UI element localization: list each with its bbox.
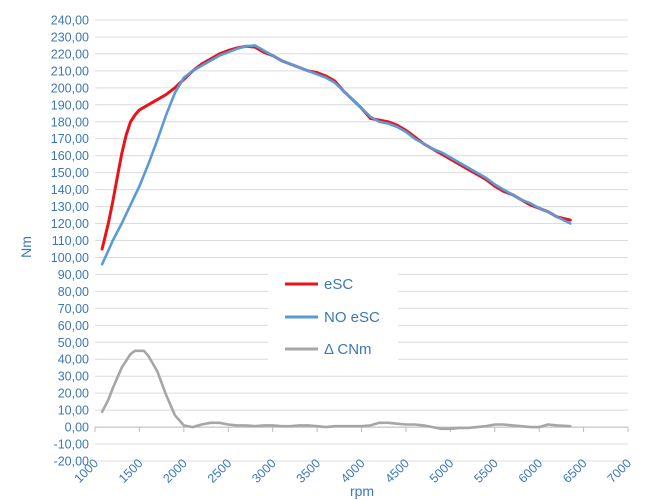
y-tick-label: 170,00 [51,132,89,146]
y-tick-label: 100,00 [51,251,89,265]
y-tick-label: 190,00 [51,98,89,112]
legend-label-delta-cnm: Δ CNm [324,341,372,358]
y-tick-label: 80,00 [58,285,89,299]
y-tick-label: -10,00 [54,438,89,452]
y-tick-label: 150,00 [51,166,89,180]
y-tick-labels: -20,00 -10,00 0,00 10,00 20,00 30,00 40,00 50,0… [51,14,89,469]
y-tick-label: 30,00 [58,370,89,384]
legend-label-no-esc: NO eSC [324,309,380,326]
y-tick-label: 220,00 [51,47,89,61]
axes [94,426,629,433]
y-tick-label: 120,00 [51,217,89,231]
gridlines [95,19,628,462]
y-tick-label: 140,00 [51,183,89,197]
y-tick-label: 160,00 [51,149,89,163]
y-tick-label: 200,00 [51,81,89,95]
y-tick-label: 50,00 [58,336,89,350]
y-tick-label: 240,00 [51,14,89,28]
y-tick-label: 210,00 [51,64,89,78]
series-esc-line [100,44,572,251]
y-tick-label: 130,00 [51,200,89,214]
y-tick-label: 10,00 [58,404,89,418]
y-tick-label: 40,00 [58,353,89,367]
legend-label-esc: eSC [324,276,353,293]
y-tick-label: 180,00 [51,115,89,129]
legend: eSC NO eSC Δ CNm [268,268,398,364]
series-lines [100,44,572,431]
y-tick-label: 110,00 [52,234,89,248]
series-no-esc-line [100,44,572,266]
y-tick-label: 20,00 [58,387,89,401]
y-tick-label: 90,00 [58,268,89,282]
y-axis-title: Nm [18,236,34,258]
y-tick-label: 60,00 [58,319,89,333]
y-tick-label: 230,00 [51,30,89,44]
series-delta-cnm-line [100,349,572,431]
x-axis-title: rpm [350,483,374,499]
y-tick-label: -20,00 [54,455,89,469]
y-tick-label: 70,00 [58,302,89,316]
y-tick-label: 0,00 [65,421,89,435]
